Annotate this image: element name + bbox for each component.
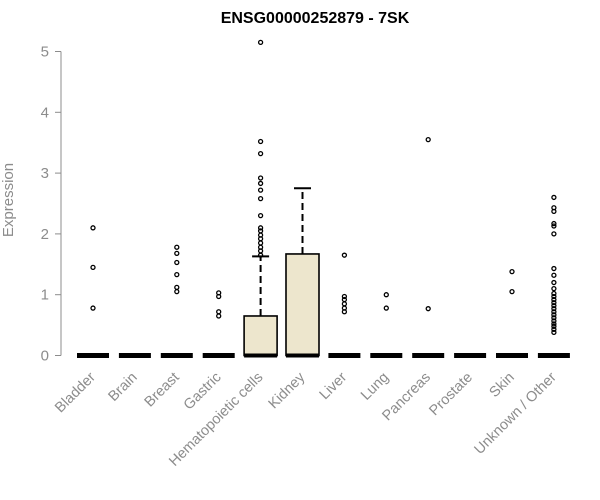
y-tick-label: 1 — [41, 287, 49, 304]
outlier-point — [174, 244, 180, 250]
y-tick-label: 0 — [41, 348, 49, 365]
outlier-point — [216, 309, 222, 315]
outlier-point — [257, 213, 264, 219]
x-tick-label: Liver — [317, 369, 351, 403]
outlier-point — [509, 268, 515, 275]
outlier-point — [216, 290, 222, 296]
box-body — [243, 315, 278, 357]
outlier-point — [174, 284, 180, 291]
outlier-point — [257, 187, 264, 193]
outlier-point — [216, 313, 222, 319]
outlier-point — [551, 309, 557, 315]
box-group — [370, 292, 403, 358]
outlier-point — [551, 285, 557, 292]
y-tick-label: 2 — [41, 226, 49, 243]
outlier-point — [551, 329, 557, 336]
outlier-point — [551, 312, 557, 318]
outlier-point — [551, 318, 557, 324]
outlier-point — [551, 306, 557, 312]
outlier-point — [174, 259, 180, 266]
outlier-point — [383, 305, 389, 311]
box-body — [285, 253, 320, 357]
outlier-point — [551, 265, 557, 272]
outlier-point — [257, 180, 264, 187]
y-tick-label: 5 — [41, 44, 49, 61]
x-tick-label: Brain — [105, 370, 140, 405]
outlier-point — [551, 272, 557, 278]
box-group — [496, 268, 528, 358]
outlier-point — [257, 195, 264, 202]
outlier-point — [551, 231, 557, 237]
outlier-point — [257, 175, 264, 181]
outlier-point — [90, 225, 96, 231]
plot-area — [77, 39, 570, 358]
outlier-point — [90, 264, 96, 270]
outlier-point — [509, 289, 515, 295]
chart-title: ENSG00000252879 - 7SK — [221, 10, 410, 27]
box-group — [412, 137, 445, 358]
outlier-point — [341, 293, 348, 300]
outlier-point — [551, 194, 557, 201]
outlier-point — [341, 305, 348, 311]
box-group — [160, 244, 193, 358]
outlier-point — [257, 252, 264, 258]
outlier-point — [257, 150, 264, 157]
outlier-point — [174, 271, 180, 278]
outlier-point — [383, 292, 389, 298]
x-tick-label: Breast — [142, 370, 183, 411]
y-axis: 0 1 2 3 4 5 — [41, 44, 62, 365]
outlier-point — [257, 228, 264, 234]
y-tick-label: 4 — [41, 104, 49, 121]
box-group — [243, 39, 278, 358]
outlier-point — [257, 240, 264, 246]
outlier-point — [551, 299, 557, 306]
y-axis-label: Expression — [0, 163, 17, 237]
box-group — [328, 252, 361, 358]
outlier-point — [551, 279, 557, 286]
outlier-point — [425, 137, 431, 143]
outlier-point — [551, 321, 557, 327]
outlier-point — [257, 138, 264, 145]
x-tick-label: Skin — [487, 370, 518, 401]
x-tick-label: Bladder — [52, 369, 99, 416]
outlier-point — [341, 301, 348, 307]
outlier-point — [551, 223, 557, 229]
outlier-point — [341, 296, 348, 303]
box-group — [285, 187, 320, 358]
box-group — [77, 225, 109, 358]
outlier-point — [257, 39, 264, 46]
outlier-point — [551, 205, 557, 211]
outlier-point — [257, 232, 264, 238]
outlier-point — [551, 296, 557, 303]
outlier-point — [551, 220, 557, 227]
box-group — [202, 290, 235, 358]
outlier-point — [551, 326, 557, 333]
outlier-point — [174, 289, 180, 295]
outlier-point — [257, 244, 264, 250]
box-group — [537, 194, 570, 358]
outlier-point — [90, 305, 96, 311]
outlier-point — [551, 290, 557, 297]
x-tick-label: Lung — [358, 370, 392, 404]
y-tick-label: 3 — [41, 165, 49, 182]
outlier-point — [551, 315, 557, 321]
x-tick-label: Prostate — [426, 370, 475, 419]
outlier-point — [174, 250, 180, 257]
outlier-point — [425, 306, 431, 312]
outlier-point — [551, 293, 557, 300]
outlier-point — [341, 252, 348, 258]
outlier-point — [551, 302, 557, 309]
outlier-point — [257, 225, 264, 231]
outlier-point — [551, 323, 557, 329]
x-tick-label: Kidney — [266, 369, 309, 412]
